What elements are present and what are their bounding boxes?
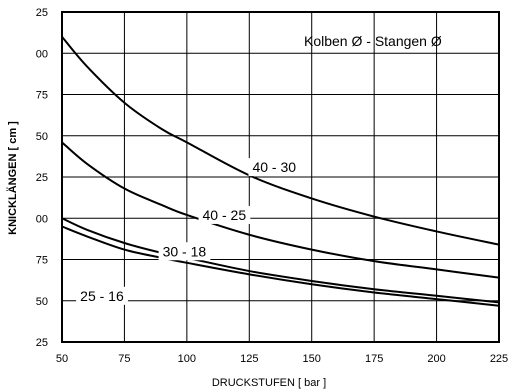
y-tick-label: 50 xyxy=(36,131,48,143)
series-line xyxy=(61,217,500,304)
series-label-background xyxy=(158,242,211,261)
series-label-group: 25 - 16 xyxy=(76,286,128,305)
gridlines xyxy=(62,12,499,342)
y-tick-label: 00 xyxy=(36,48,48,60)
y-tick-labels: 25 50 75 00 25 50 75 00 25 xyxy=(36,7,48,349)
plot-frame xyxy=(61,11,500,343)
y-tick-label: 25 xyxy=(36,172,48,184)
series-labels: 40 - 30 40 - 25 30 - 18 25 - 16 xyxy=(76,158,301,305)
series-line xyxy=(61,36,500,246)
series-label-group: 40 - 30 xyxy=(248,158,301,177)
x-tick-label: 200 xyxy=(427,353,445,365)
x-tick-label: 50 xyxy=(56,353,68,365)
y-tick-label: 25 xyxy=(36,7,48,19)
x-tick-label: 225 xyxy=(490,353,508,365)
y-axis-title: KNICKLÄNGEN [ cm ] xyxy=(6,121,19,235)
series-label: 40 - 25 xyxy=(203,207,247,223)
series-line xyxy=(61,141,500,279)
legend-title: Kolben Ø - Stangen Ø xyxy=(304,33,442,49)
series-label-background xyxy=(198,205,251,224)
series-label-background xyxy=(76,286,128,305)
series-line xyxy=(61,225,500,307)
series-label-group: 40 - 25 xyxy=(198,205,251,224)
y-tick-label: 50 xyxy=(36,296,48,308)
series-label: 25 - 16 xyxy=(80,288,124,304)
series-label-background xyxy=(248,158,301,177)
x-tick-labels: 50 75 100 125 150 175 200 225 xyxy=(56,353,508,365)
series-label-group: 30 - 18 xyxy=(158,242,211,261)
y-tick-label: 00 xyxy=(36,213,48,225)
y-tick-label: 75 xyxy=(36,90,48,102)
x-axis-title: DRUCKSTUFEN [ bar ] xyxy=(212,377,326,389)
curves xyxy=(61,36,500,307)
x-tick-label: 125 xyxy=(240,353,258,365)
series-label: 40 - 30 xyxy=(252,159,296,175)
x-tick-label: 175 xyxy=(365,353,383,365)
series-label: 30 - 18 xyxy=(163,243,207,259)
y-tick-label: 25 xyxy=(36,337,48,349)
x-tick-label: 100 xyxy=(178,353,196,365)
y-tick-label: 75 xyxy=(36,255,48,267)
x-tick-label: 150 xyxy=(303,353,321,365)
x-tick-label: 75 xyxy=(118,353,130,365)
